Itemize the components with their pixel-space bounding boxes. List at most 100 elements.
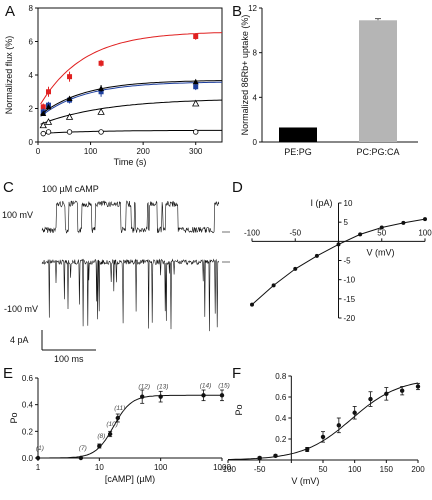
- data-point: [219, 393, 225, 398]
- trace-label-bottom: -100 mV: [4, 304, 38, 314]
- data-point: [158, 394, 163, 399]
- n-label: (7): [79, 445, 87, 452]
- data-point: [35, 455, 41, 461]
- n-label: (15): [218, 382, 230, 389]
- y-tick-label: 5: [344, 218, 349, 227]
- y-tick-label: -5: [344, 257, 352, 266]
- y-tick-label: 0.2: [22, 427, 34, 436]
- y-tick-label: 0.4: [22, 401, 34, 410]
- panel-d-iv-curve: -100 -50 50 100 10 5 -5 -10 -15 -20 I (pA) V (mV): [244, 198, 432, 323]
- data-point: [45, 129, 52, 135]
- data-point: [401, 220, 406, 225]
- n-label: (11): [114, 405, 125, 412]
- data-point: [66, 129, 73, 135]
- y-tick-label: 0.4: [275, 414, 287, 423]
- hill-fit: [38, 394, 222, 459]
- n-label: (8): [97, 433, 105, 440]
- y-tick-label: 0.0: [22, 454, 34, 463]
- x-axis-label: V (mV): [367, 247, 395, 257]
- data-point: [336, 242, 341, 247]
- y-tick-label: 8: [29, 4, 34, 13]
- scale-label-y: 4 pA: [10, 335, 29, 345]
- x-tick-label: -50: [289, 228, 301, 237]
- y-tick-label: 10: [344, 199, 353, 208]
- data-point: [201, 393, 206, 398]
- n-label: (13): [157, 384, 169, 391]
- y-tick-label: 8: [253, 49, 258, 58]
- data-point: [193, 33, 199, 39]
- data-point: [97, 443, 102, 449]
- x-tick-label: -100: [220, 465, 237, 474]
- y-tick-label: 0.6: [22, 374, 34, 383]
- y-tick-label: 4: [253, 93, 258, 102]
- y-tick-label: -20: [344, 314, 356, 323]
- y-axis-label: I (pA): [311, 198, 333, 208]
- panel-label-a: A: [5, 3, 15, 20]
- x-axis-label: [cAMP] (µM): [105, 474, 155, 484]
- panel-label-f: F: [232, 365, 241, 382]
- x-tick-label: 100: [418, 228, 432, 237]
- data-point: [192, 78, 199, 85]
- panel-label-c: C: [3, 179, 14, 196]
- n-label: (1): [36, 445, 44, 452]
- panel-c-traces: 100 µM cAMP 100 mV -100 mV 4 pA 100 ms: [2, 184, 230, 364]
- fit-curve: [40, 32, 223, 105]
- data-point: [273, 453, 278, 458]
- data-point: [40, 130, 46, 137]
- panel-e-dose-response: 1 10 100 1000 0.0 0.2 0.4 0.6 [cAMP] (µM) Po (1) (7…: [9, 374, 231, 484]
- x-tick-label: 1: [36, 463, 41, 472]
- data-point: [67, 74, 73, 80]
- data-point: [314, 253, 319, 258]
- data-point: [293, 266, 298, 271]
- x-tick-label: 10: [95, 463, 104, 472]
- y-axis-label: Normalized flux (%): [4, 36, 14, 115]
- data-point: [40, 110, 47, 117]
- data-point: [98, 85, 105, 91]
- x-tick-label: 50: [377, 228, 386, 237]
- y-tick-label: 2: [29, 105, 34, 114]
- scale-label-x: 100 ms: [54, 354, 84, 364]
- x-axis-label: V (mV): [291, 476, 319, 486]
- category-label: PC:PG:CA: [356, 147, 399, 157]
- data-point: [98, 129, 104, 135]
- data-point: [44, 118, 53, 125]
- data-point: [97, 108, 105, 115]
- data-point: [257, 455, 262, 461]
- y-tick-label: 0.8: [275, 372, 287, 381]
- category-label: PE:PG: [284, 147, 312, 157]
- n-label: (12): [138, 384, 150, 391]
- boltzmann-fit: [228, 382, 419, 460]
- data-point: [39, 121, 47, 129]
- data-point: [140, 394, 145, 399]
- y-tick-label: 0: [253, 138, 258, 147]
- x-tick-label: 100: [84, 147, 98, 156]
- trace-annotation: 100 µM cAMP: [42, 184, 99, 194]
- data-point: [45, 103, 52, 110]
- y-axis-label: Normalized 86Rb+ uptake (%): [240, 15, 250, 136]
- panel-label-d: D: [232, 179, 243, 196]
- trace-100mv: [41, 200, 220, 234]
- panel-f-po-voltage: -100 -50 50 100 150 200 0.8 0.6 0.4 0.2 V (mV) Po: [220, 372, 425, 486]
- data-point: [192, 99, 200, 107]
- x-tick-label: 0: [36, 147, 41, 156]
- data-point: [415, 384, 421, 389]
- panel-label-e: E: [3, 365, 13, 382]
- data-point: [115, 415, 120, 421]
- data-point: [336, 423, 342, 428]
- data-point: [193, 84, 199, 90]
- x-tick-label: 1000: [213, 463, 231, 472]
- fit-curve: [40, 80, 222, 116]
- data-point: [320, 434, 326, 440]
- trace-label-top: 100 mV: [2, 210, 33, 220]
- data-point: [78, 455, 84, 461]
- data-point: [423, 217, 427, 222]
- data-point: [399, 388, 405, 393]
- data-point: [107, 431, 113, 437]
- y-tick-label: 6: [29, 38, 34, 47]
- x-tick-label: 50: [319, 465, 328, 474]
- x-tick-label: 300: [189, 147, 203, 156]
- x-axis-label: Time (s): [114, 157, 147, 167]
- x-tick-label: 200: [411, 465, 425, 474]
- y-tick-label: 4: [29, 71, 34, 80]
